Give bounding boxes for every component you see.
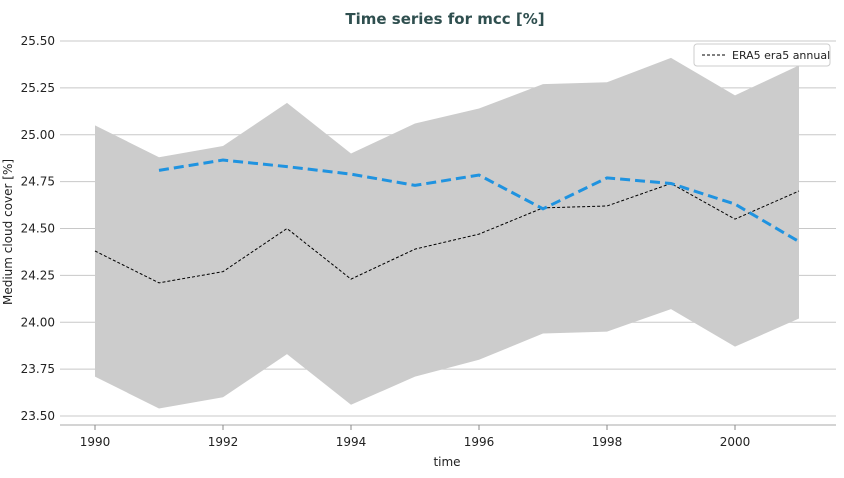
- x-tick-label: 1994: [336, 435, 367, 449]
- legend-label: ERA5 era5 annual: [732, 49, 830, 62]
- y-axis-label: Medium cloud cover [%]: [1, 159, 15, 305]
- x-tick-label: 1996: [464, 435, 495, 449]
- y-tick-label: 24.75: [21, 175, 55, 189]
- y-tick-label: 24.00: [21, 315, 55, 329]
- legend-box: [693, 43, 831, 67]
- y-tick-label: 25.00: [21, 128, 55, 142]
- y-tick-label: 23.75: [21, 362, 55, 376]
- x-tick-label: 1998: [592, 435, 623, 449]
- chart-title: Time series for mcc [%]: [345, 10, 544, 28]
- y-tick-label: 25.25: [21, 81, 55, 95]
- y-tick-label: 25.50: [21, 34, 55, 48]
- y-tick-label: 23.50: [21, 409, 55, 423]
- y-tick-label: 24.25: [21, 268, 55, 282]
- x-tick-label: 1992: [208, 435, 239, 449]
- series-line-0: [94, 182, 800, 284]
- y-tick-label: 24.50: [21, 222, 55, 236]
- x-tick-label: 2000: [720, 435, 751, 449]
- x-tick-label: 1990: [80, 435, 111, 449]
- uncertainty-band: [95, 57, 799, 409]
- x-axis-label: time: [433, 455, 460, 469]
- legend: ERA5 era5 annual: [693, 43, 831, 67]
